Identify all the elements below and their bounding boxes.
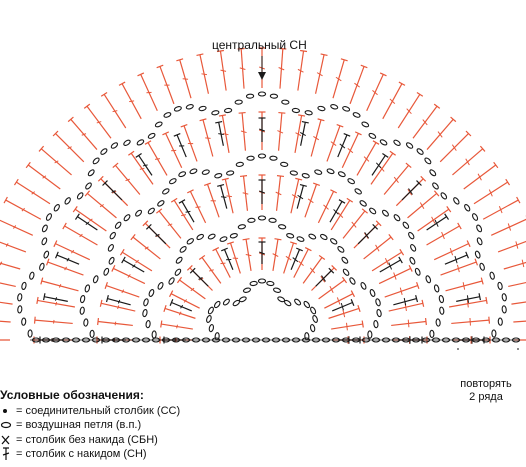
base-chain [30,337,521,343]
legend-title: Условные обозначения: [0,388,144,402]
legend-item-single-crochet: = столбик без накида (СБН) [0,433,180,448]
legend: Условные обозначения: = соединительный с… [0,388,180,462]
repeat-note-line2: 2 ряда [469,391,503,403]
slip-stitch-icon [3,408,7,413]
repeat-note: повторять 2 ряда [448,378,524,404]
single-crochet-icon [1,435,10,445]
legend-text: = соединительный столбик (СС) [16,404,181,417]
repeat-note-line1: повторять [460,378,512,390]
crochet-chart: 86421357 [0,47,526,350]
stitch-rows [0,47,526,344]
center-stitch-label: центральный СН [212,38,307,52]
legend-text: = воздушная петля (в.п.) [16,419,142,431]
legend-text: = столбик с накидом (СН) [16,448,147,460]
legend-item-slip-stitch: = соединительный столбик (СС) [0,404,180,419]
legend-text: = столбик без накида (СБН) [16,433,158,446]
legend-item-chain: = воздушная петля (в.п.) [0,418,180,433]
chain-stitch-icon [0,422,12,429]
repeat-bracket [457,348,519,350]
legend-item-double-crochet: = столбик с накидом (СН) [0,447,180,462]
center-arrow [258,56,266,80]
double-crochet-icon [2,447,10,461]
